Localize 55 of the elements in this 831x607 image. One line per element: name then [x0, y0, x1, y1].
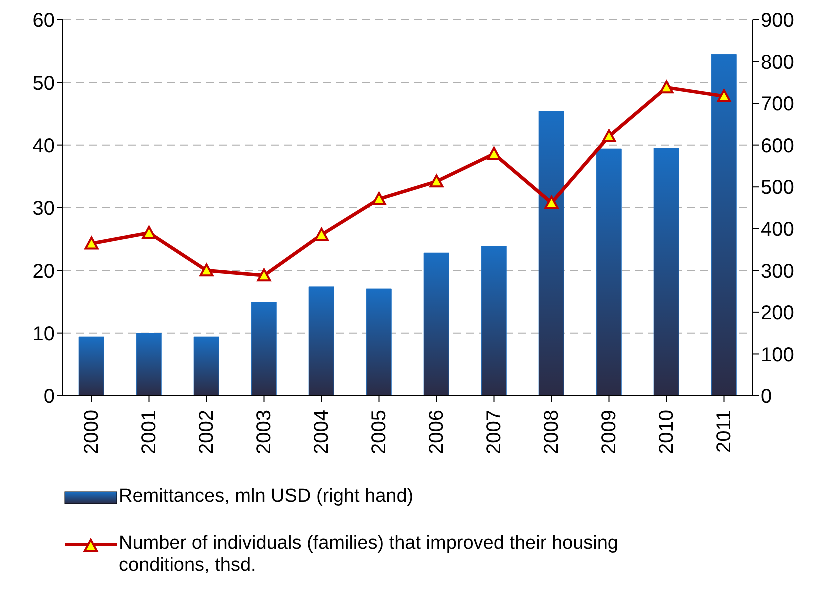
x-tick-label: 2008 [540, 410, 563, 454]
point [200, 264, 214, 277]
y2-tick-label: 400 [761, 218, 794, 241]
x-tick-label: 2011 [713, 410, 736, 454]
x-tick-label: 2009 [598, 410, 620, 454]
x-tick-label: 2010 [656, 410, 678, 454]
y2-tick-label: 500 [761, 177, 794, 200]
y-tick-label: 20 [32, 260, 55, 283]
bar [424, 252, 450, 396]
y-tick-label: 10 [32, 323, 55, 346]
y-tick-label: 60 [32, 10, 55, 32]
x-tick-label: 2005 [368, 410, 390, 454]
legend-label: Number of individuals (families) that improved their housing conditions, thsd. [119, 533, 620, 577]
bar [136, 333, 162, 396]
point [602, 130, 616, 143]
point [430, 174, 444, 188]
bar [194, 336, 220, 396]
y2-tick-label: 0 [761, 386, 772, 408]
y2-tick-label: 800 [761, 52, 794, 74]
bar [481, 246, 507, 396]
bar [538, 111, 564, 396]
point [257, 268, 272, 282]
point [660, 80, 674, 94]
y-tick-label: 50 [32, 72, 55, 95]
y-tick-label: 30 [32, 198, 55, 220]
x-tick-label: 2002 [196, 410, 218, 454]
bar [711, 54, 737, 396]
bar [596, 148, 622, 396]
x-tick-label: 2007 [483, 410, 506, 454]
x-tick-label: 2003 [253, 410, 276, 454]
legend-label: Remittances, mln USD (right hand) [119, 486, 414, 508]
y2-tick-label: 600 [761, 135, 794, 158]
y2-tick-label: 100 [761, 344, 794, 366]
point [142, 226, 156, 240]
point [372, 192, 386, 206]
point [314, 228, 329, 241]
point [84, 236, 99, 250]
bar [78, 336, 104, 396]
point [487, 147, 502, 160]
bar [308, 286, 334, 396]
x-tick-label: 2004 [310, 410, 333, 454]
x-tick-label: 2006 [426, 410, 448, 454]
bar [366, 288, 392, 396]
x-tick-label: 2000 [80, 410, 103, 454]
bar [654, 148, 680, 396]
y2-tick-label: 700 [761, 94, 794, 116]
y-tick-label: 40 [32, 135, 55, 158]
y-tick-label: 0 [44, 386, 55, 408]
y2-tick-label: 300 [761, 260, 794, 283]
x-tick-label: 2001 [138, 410, 160, 454]
y2-tick-label: 200 [761, 302, 794, 325]
bar [251, 302, 277, 396]
point [544, 196, 559, 209]
point [717, 89, 732, 102]
y2-tick-label: 900 [761, 10, 794, 32]
